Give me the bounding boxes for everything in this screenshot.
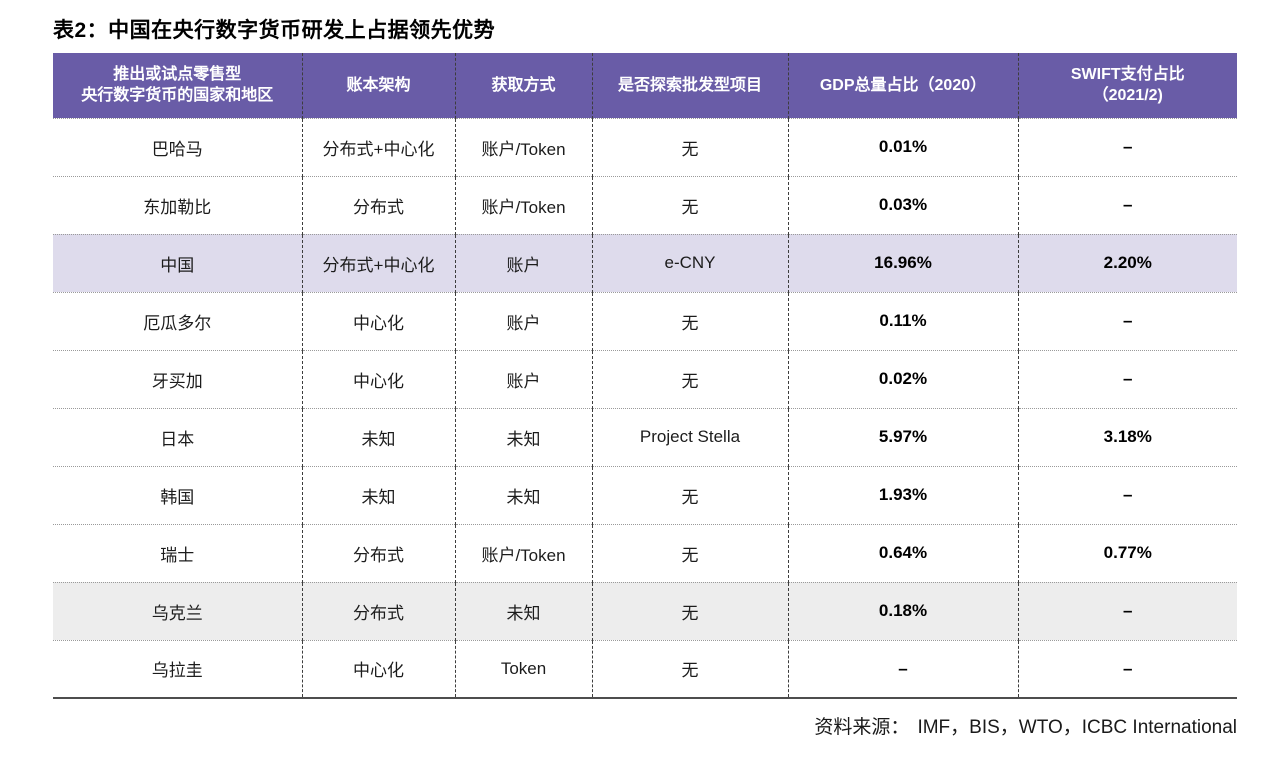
table-row-jamaica: 牙买加 中心化 账户 无 0.02% – xyxy=(53,349,1237,408)
cell-gdp-share: 1.93% xyxy=(787,465,1018,524)
cell-ledger: 未知 xyxy=(301,407,455,466)
cell-wholesale: 无 xyxy=(591,465,788,524)
cell-country: 乌拉圭 xyxy=(53,639,302,698)
cell-country: 乌克兰 xyxy=(53,581,302,640)
header-ledger: 账本架构 xyxy=(301,53,455,118)
cell-country: 瑞士 xyxy=(53,523,302,582)
cell-access: 账户 xyxy=(454,291,592,350)
cell-gdp-share: 0.64% xyxy=(787,523,1018,582)
table-title: 表2：中国在央行数字货币研发上占据领先优势 xyxy=(53,19,496,42)
cell-gdp-share: 0.18% xyxy=(787,581,1018,640)
cell-swift-share: 3.18% xyxy=(1017,407,1237,466)
cell-gdp-share: 16.96% xyxy=(787,233,1018,292)
cell-access: Token xyxy=(454,639,592,698)
cell-country: 厄瓜多尔 xyxy=(53,291,302,350)
cell-gdp-share: – xyxy=(787,639,1018,698)
cell-country: 日本 xyxy=(53,407,302,466)
table-row-south-korea: 韩国 未知 未知 无 1.93% – xyxy=(53,465,1237,524)
cell-ledger: 分布式 xyxy=(301,175,455,234)
cell-wholesale: 无 xyxy=(591,639,788,698)
header-swift-line1: SWIFT支付占比 xyxy=(1070,66,1185,84)
cell-ledger: 中心化 xyxy=(301,349,455,408)
table-row-bahamas: 巴哈马 分布式+中心化 账户/Token 无 0.01% – xyxy=(53,117,1237,176)
cell-swift-share: – xyxy=(1017,117,1237,176)
table-row-uruguay: 乌拉圭 中心化 Token 无 – – xyxy=(53,639,1237,698)
cell-wholesale: 无 xyxy=(591,523,788,582)
cell-access: 账户/Token xyxy=(454,175,592,234)
cell-gdp-share: 5.97% xyxy=(787,407,1018,466)
cell-access: 未知 xyxy=(454,407,592,466)
cell-ledger: 分布式+中心化 xyxy=(301,233,455,292)
table-row-ecuador: 厄瓜多尔 中心化 账户 无 0.11% – xyxy=(53,291,1237,350)
cell-country: 牙买加 xyxy=(53,349,302,408)
cbdc-comparison-table: 推出或试点零售型 央行数字货币的国家和地区 账本架构 获取方式 是否探索批发型项… xyxy=(53,53,1237,699)
cell-swift-share: – xyxy=(1017,465,1237,524)
cell-swift-share: – xyxy=(1017,349,1237,408)
cell-swift-share: – xyxy=(1017,639,1237,698)
cell-access: 未知 xyxy=(454,581,592,640)
data-source-value: IMF，BIS，WTO，ICBC International xyxy=(917,717,1237,738)
cell-wholesale: 无 xyxy=(591,349,788,408)
cell-wholesale: Project Stella xyxy=(591,407,788,466)
table-row-ukraine-highlighted: 乌克兰 分布式 未知 无 0.18% – xyxy=(53,581,1237,640)
cell-access: 账户/Token xyxy=(454,523,592,582)
cell-wholesale: 无 xyxy=(591,581,788,640)
cell-wholesale: 无 xyxy=(591,175,788,234)
header-country-line1: 推出或试点零售型 xyxy=(113,66,242,84)
header-swift-share: SWIFT支付占比 （2021/2) xyxy=(1017,53,1237,118)
header-wholesale: 是否探索批发型项目 xyxy=(591,53,788,118)
cell-ledger: 分布式+中心化 xyxy=(301,117,455,176)
table-row-eastern-caribbean: 东加勒比 分布式 账户/Token 无 0.03% – xyxy=(53,175,1237,234)
cell-country: 中国 xyxy=(53,233,302,292)
header-swift-line2: （2021/2) xyxy=(1092,87,1163,105)
cell-swift-share: 2.20% xyxy=(1017,233,1237,292)
cell-country: 韩国 xyxy=(53,465,302,524)
cell-swift-share: – xyxy=(1017,291,1237,350)
data-source-label: 资料来源： xyxy=(814,717,910,738)
header-country-line2: 央行数字货币的国家和地区 xyxy=(81,87,274,105)
header-row: 推出或试点零售型 央行数字货币的国家和地区 账本架构 获取方式 是否探索批发型项… xyxy=(53,53,1237,118)
cell-access: 未知 xyxy=(454,465,592,524)
cell-access: 账户 xyxy=(454,349,592,408)
cell-wholesale: e-CNY xyxy=(591,233,788,292)
cell-ledger: 中心化 xyxy=(301,291,455,350)
cell-gdp-share: 0.02% xyxy=(787,349,1018,408)
cell-access: 账户 xyxy=(454,233,592,292)
cell-access: 账户/Token xyxy=(454,117,592,176)
header-gdp-share: GDP总量占比（2020） xyxy=(787,53,1018,118)
cell-country: 东加勒比 xyxy=(53,175,302,234)
cell-ledger: 未知 xyxy=(301,465,455,524)
cell-swift-share: – xyxy=(1017,175,1237,234)
cell-wholesale: 无 xyxy=(591,291,788,350)
table-body: 巴哈马 分布式+中心化 账户/Token 无 0.01% – 东加勒比 分布式 … xyxy=(53,117,1237,698)
cell-wholesale: 无 xyxy=(591,117,788,176)
cell-ledger: 中心化 xyxy=(301,639,455,698)
data-source-note: 资料来源： IMF，BIS，WTO，ICBC International xyxy=(53,712,1237,739)
cell-gdp-share: 0.03% xyxy=(787,175,1018,234)
table-row-china-highlighted: 中国 分布式+中心化 账户 e-CNY 16.96% 2.20% xyxy=(53,233,1237,292)
table-row-switzerland: 瑞士 分布式 账户/Token 无 0.64% 0.77% xyxy=(53,523,1237,582)
cell-swift-share: – xyxy=(1017,581,1237,640)
cell-ledger: 分布式 xyxy=(301,581,455,640)
cell-gdp-share: 0.11% xyxy=(787,291,1018,350)
cell-swift-share: 0.77% xyxy=(1017,523,1237,582)
header-country: 推出或试点零售型 央行数字货币的国家和地区 xyxy=(53,53,302,118)
table-header: 推出或试点零售型 央行数字货币的国家和地区 账本架构 获取方式 是否探索批发型项… xyxy=(53,53,1237,118)
cell-ledger: 分布式 xyxy=(301,523,455,582)
cell-country: 巴哈马 xyxy=(53,117,302,176)
table-row-japan: 日本 未知 未知 Project Stella 5.97% 3.18% xyxy=(53,407,1237,466)
cell-gdp-share: 0.01% xyxy=(787,117,1018,176)
header-access: 获取方式 xyxy=(454,53,592,118)
